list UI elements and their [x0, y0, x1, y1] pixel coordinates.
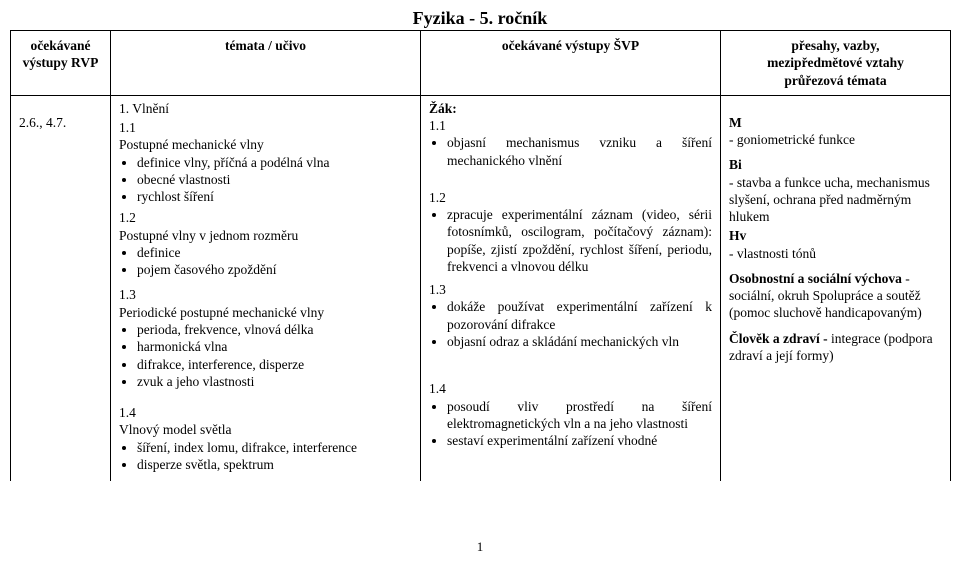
topic-1-title: 1. Vlnění: [119, 100, 412, 117]
outcome-1.4: 1.4 posoudí vliv prostředí na šíření ele…: [429, 380, 712, 449]
table-body-row: 2.6., 4.7. 1. Vlnění 1.1 Postupné mechan…: [11, 95, 951, 481]
topic-1.2-list: definice pojem časového zpoždění: [119, 244, 412, 279]
list-item: harmonická vlna: [137, 338, 412, 355]
cross-cz: Člověk a zdraví - integrace (podpora zdr…: [729, 330, 942, 365]
list-item: pojem časového zpoždění: [137, 261, 412, 278]
outcome-1.1: 1.1 objasní mechanismus vzniku a šíření …: [429, 117, 712, 169]
topic-1.2-num: 1.2: [119, 209, 412, 226]
topic-1.4-list: šíření, index lomu, difrakce, interferen…: [119, 439, 412, 474]
topic-1.1-num: 1.1: [119, 119, 412, 136]
cross-hv-head: Hv: [729, 228, 746, 243]
page: Fyzika - 5. ročník očekávané výstupy RVP…: [0, 0, 960, 561]
cross-m-head: M: [729, 115, 742, 130]
cross-bi-body: - stavba a funkce ucha, mechanismus slyš…: [729, 175, 930, 225]
cross-m-body: - goniometrické funkce: [729, 132, 855, 147]
header-col4-line2: mezipředmětové vztahy: [725, 54, 946, 71]
topic-1.3-num: 1.3: [119, 286, 412, 303]
topic-1.3-title: Periodické postupné mechanické vlny: [119, 304, 412, 321]
header-col4: přesahy, vazby, mezipředmětové vztahy pr…: [721, 31, 951, 96]
cross-bi: Bi - stavba a funkce ucha, mechanismus s…: [729, 156, 942, 225]
list-item: definice: [137, 244, 412, 261]
topic-1.3-list: perioda, frekvence, vlnová délka harmoni…: [119, 321, 412, 390]
outcome-1.1-num: 1.1: [429, 117, 712, 134]
list-item: dokáže používat experimentální zařízení …: [447, 298, 712, 333]
outcome-1.2: 1.2 zpracuje experimentální záznam (vide…: [429, 189, 712, 275]
list-item: rychlost šíření: [137, 188, 412, 205]
header-col3: očekávané výstupy ŠVP: [421, 31, 721, 96]
table-header-row: očekávané výstupy RVP témata / učivo oče…: [11, 31, 951, 96]
cross-cz-head: Člověk a zdraví -: [729, 331, 828, 346]
cross-hv: Hv - vlastnosti tónů: [729, 227, 942, 262]
page-number: 1: [0, 539, 960, 555]
list-item: definice vlny, příčná a podélná vlna: [137, 154, 412, 171]
topic-1.4-num: 1.4: [119, 404, 412, 421]
list-item: perioda, frekvence, vlnová délka: [137, 321, 412, 338]
cross-osv: Osobnostní a sociální výchova - sociální…: [729, 270, 942, 322]
header-col1: očekávané výstupy RVP: [11, 31, 111, 96]
cell-cross: M - goniometrické funkce Bi - stavba a f…: [721, 95, 951, 481]
cross-m: M - goniometrické funkce: [729, 114, 942, 149]
list-item: obecné vlastnosti: [137, 171, 412, 188]
outcome-1.3-num: 1.3: [429, 281, 712, 298]
list-item: sestaví experimentální zařízení vhodné: [447, 432, 712, 449]
cell-outcomes: Žák: 1.1 objasní mechanismus vzniku a ší…: [421, 95, 721, 481]
doc-title: Fyzika - 5. ročník: [0, 8, 960, 29]
list-item: posoudí vliv prostředí na šíření elektro…: [447, 398, 712, 433]
cross-osv-head: Osobnostní a sociální výchova: [729, 271, 902, 286]
list-item: zvuk a jeho vlastnosti: [137, 373, 412, 390]
topic-1.1-list: definice vlny, příčná a podélná vlna obe…: [119, 154, 412, 206]
cell-topics: 1. Vlnění 1.1 Postupné mechanické vlny d…: [111, 95, 421, 481]
cell-rvp: 2.6., 4.7.: [11, 95, 111, 481]
outcomes-lead: Žák:: [429, 100, 712, 117]
topic-1.2-title: Postupné vlny v jednom rozměru: [119, 227, 412, 244]
list-item: disperze světla, spektrum: [137, 456, 412, 473]
list-item: zpracuje experimentální záznam (video, s…: [447, 206, 712, 275]
header-col4-line1: přesahy, vazby,: [725, 37, 946, 54]
list-item: objasní mechanismus vzniku a šíření mech…: [447, 134, 712, 169]
rvp-codes: 2.6., 4.7.: [19, 114, 102, 131]
cross-hv-body: - vlastnosti tónů: [729, 246, 816, 261]
topic-1.1-title: Postupné mechanické vlny: [119, 136, 412, 153]
cross-bi-head: Bi: [729, 157, 742, 172]
topic-1.4-title: Vlnový model světla: [119, 421, 412, 438]
header-col4-line3: průřezová témata: [725, 72, 946, 89]
outcome-1.3: 1.3 dokáže používat experimentální zaříz…: [429, 281, 712, 350]
list-item: šíření, index lomu, difrakce, interferen…: [137, 439, 412, 456]
outcome-1.2-num: 1.2: [429, 189, 712, 206]
header-col2: témata / učivo: [111, 31, 421, 96]
outcome-1.4-num: 1.4: [429, 380, 712, 397]
list-item: difrakce, interference, disperze: [137, 356, 412, 373]
curriculum-table: očekávané výstupy RVP témata / učivo oče…: [10, 30, 951, 481]
list-item: objasní odraz a skládání mechanických vl…: [447, 333, 712, 350]
